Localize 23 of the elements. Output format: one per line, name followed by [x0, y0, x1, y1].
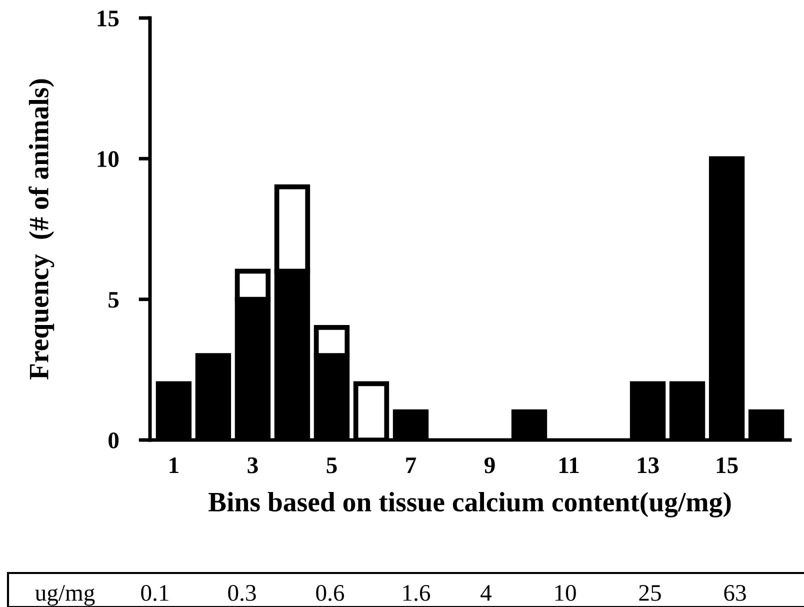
- x-tick-label: 7: [406, 458, 416, 474]
- y-tick-label: 5: [108, 292, 119, 308]
- x-tick-label: 15: [716, 457, 738, 474]
- text: 63: [724, 585, 746, 601]
- x-tick-label: 3: [248, 457, 258, 474]
- y-tick-label: 0: [108, 432, 119, 448]
- text: 4: [480, 585, 492, 601]
- y-axis-title: Frequency (# of animals): [28, 79, 54, 380]
- y-tick-label: 10: [98, 151, 119, 168]
- text: 25: [639, 585, 661, 601]
- text: ug/mg: [35, 585, 95, 606]
- x-tick-label: 9: [484, 457, 495, 474]
- x-tick-label: 11: [560, 457, 579, 474]
- text: 0.1: [141, 584, 168, 602]
- text: 0.3: [228, 584, 256, 602]
- x-tick-label: 13: [638, 457, 659, 474]
- text: 10: [555, 584, 576, 601]
- x-tick-label: 5: [326, 458, 337, 474]
- x-tick-label: 1: [170, 457, 178, 474]
- text: 1.6: [403, 585, 430, 602]
- x-axis-title: Bins based on tissue calcium content(ug/mg): [208, 492, 731, 518]
- y-tick-label: 15: [98, 10, 119, 26]
- text: 0.6: [316, 584, 344, 602]
